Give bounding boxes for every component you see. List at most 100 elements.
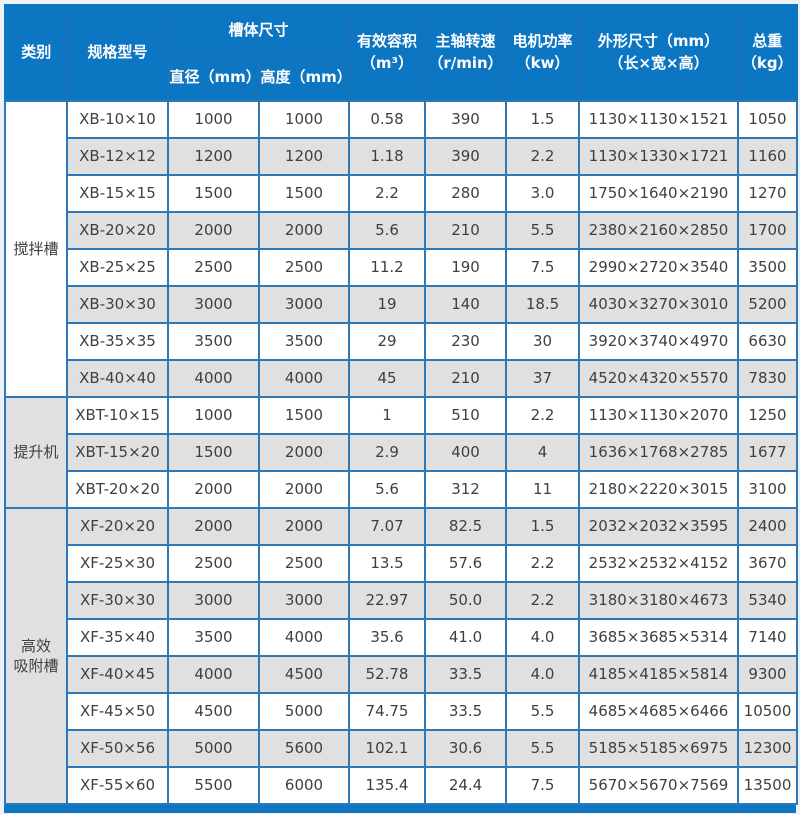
header-power: 电机功率 （kw） bbox=[505, 4, 580, 102]
header-tank-size: 槽体尺寸 bbox=[167, 4, 350, 57]
value-cell: 1636×1768×2785 bbox=[578, 433, 740, 472]
value-cell: 1500 bbox=[257, 396, 351, 435]
model-cell: XF-45×50 bbox=[66, 692, 169, 731]
value-cell: 2000 bbox=[167, 211, 260, 250]
model-cell: XF-50×56 bbox=[66, 729, 169, 768]
value-cell: 3500 bbox=[167, 618, 260, 657]
category-cell: 提升机 bbox=[4, 396, 68, 509]
value-cell: 1.5 bbox=[505, 507, 581, 546]
value-cell: 1130×1130×1521 bbox=[578, 100, 740, 139]
value-cell: 2500 bbox=[257, 544, 351, 583]
value-cell: 190 bbox=[424, 248, 508, 287]
value-cell: 52.78 bbox=[348, 655, 427, 694]
model-cell: XB-40×40 bbox=[66, 359, 169, 398]
value-cell: 7.5 bbox=[505, 248, 581, 287]
table-row: XB-12×12 1200 1200 1.18 390 2.2 1130×1330×1721… bbox=[5, 137, 799, 176]
table-row: 搅拌槽 XB-10×10 1000 1000 0.58 390 1.5 1130×1130×1… bbox=[4, 100, 799, 398]
category-cell: 高效 吸附槽 bbox=[4, 507, 68, 805]
value-cell: 2000 bbox=[257, 507, 351, 546]
model-cell: XB-15×15 bbox=[66, 174, 169, 213]
value-cell: 2.9 bbox=[348, 433, 427, 472]
value-cell: 3000 bbox=[167, 285, 260, 324]
table-row: XF-30×30 3000 3000 22.97 50.0 2.2 3180×3180×46… bbox=[5, 581, 799, 620]
value-cell: 35.6 bbox=[348, 618, 427, 657]
value-cell: 3500 bbox=[167, 322, 260, 361]
header-diameter: 直径（mm） bbox=[167, 55, 261, 102]
value-cell: 5.5 bbox=[505, 692, 581, 731]
header-model: 规格型号 bbox=[66, 4, 169, 102]
value-cell: 1677 bbox=[737, 433, 799, 472]
value-cell: 3670 bbox=[737, 544, 799, 583]
header-category: 类别 bbox=[4, 4, 68, 102]
table-body: 搅拌槽 XB-10×10 1000 1000 0.58 390 1.5 1130×1130×1… bbox=[4, 100, 799, 805]
value-cell: 6630 bbox=[737, 322, 799, 361]
value-cell: 2.2 bbox=[348, 174, 427, 213]
value-cell: 4030×3270×3010 bbox=[578, 285, 740, 324]
value-cell: 280 bbox=[424, 174, 508, 213]
table-header: 类别 规格型号 槽体尺寸 有效容积 （m³） 主轴转速 （r/min） 电机功率… bbox=[4, 4, 798, 102]
table-row: XB-15×15 1500 1500 2.2 280 3.0 1750×1640×2190 1… bbox=[5, 174, 799, 213]
value-cell: 312 bbox=[424, 470, 508, 509]
model-cell: XBT-15×20 bbox=[66, 433, 169, 472]
value-cell: 3500 bbox=[257, 322, 351, 361]
value-cell: 5.6 bbox=[348, 470, 427, 509]
model-cell: XF-30×30 bbox=[66, 581, 169, 620]
value-cell: 1200 bbox=[257, 137, 351, 176]
value-cell: 4000 bbox=[257, 359, 351, 398]
value-cell: 30.6 bbox=[424, 729, 508, 768]
value-cell: 19 bbox=[348, 285, 427, 324]
value-cell: 3.0 bbox=[505, 174, 581, 213]
value-cell: 30 bbox=[505, 322, 581, 361]
value-cell: 1200 bbox=[167, 137, 260, 176]
value-cell: 13500 bbox=[737, 766, 799, 805]
value-cell: 1250 bbox=[737, 396, 799, 435]
value-cell: 230 bbox=[424, 322, 508, 361]
model-cell: XF-35×40 bbox=[66, 618, 169, 657]
value-cell: 5670×5670×7569 bbox=[578, 766, 740, 805]
value-cell: 2.2 bbox=[505, 137, 581, 176]
value-cell: 5200 bbox=[737, 285, 799, 324]
value-cell: 510 bbox=[424, 396, 508, 435]
value-cell: 1700 bbox=[737, 211, 799, 250]
value-cell: 2400 bbox=[737, 507, 799, 546]
value-cell: 2380×2160×2850 bbox=[578, 211, 740, 250]
bottom-accent-bar bbox=[4, 805, 796, 813]
value-cell: 5000 bbox=[167, 729, 260, 768]
value-cell: 3685×3685×5314 bbox=[578, 618, 740, 657]
value-cell: 33.5 bbox=[424, 692, 508, 731]
table-row: XB-20×20 2000 2000 5.6 210 5.5 2380×2160×2850 1… bbox=[5, 211, 799, 250]
value-cell: 5.5 bbox=[505, 211, 581, 250]
value-cell: 1500 bbox=[167, 174, 260, 213]
value-cell: 0.58 bbox=[348, 100, 427, 139]
value-cell: 45 bbox=[348, 359, 427, 398]
value-cell: 3100 bbox=[737, 470, 799, 509]
value-cell: 2000 bbox=[167, 507, 260, 546]
value-cell: 4 bbox=[505, 433, 581, 472]
value-cell: 2180×2220×3015 bbox=[578, 470, 740, 509]
table-row: XF-40×45 4000 4500 52.78 33.5 4.0 4185×4185×58… bbox=[5, 655, 799, 694]
value-cell: 1.5 bbox=[505, 100, 581, 139]
value-cell: 140 bbox=[424, 285, 508, 324]
value-cell: 2990×2720×3540 bbox=[578, 248, 740, 287]
value-cell: 2500 bbox=[257, 248, 351, 287]
table-row: XB-35×35 3500 3500 29 230 30 3920×3740×4970 663… bbox=[5, 322, 799, 361]
value-cell: 13.5 bbox=[348, 544, 427, 583]
value-cell: 1750×1640×2190 bbox=[578, 174, 740, 213]
header-speed: 主轴转速 （r/min） bbox=[424, 4, 507, 102]
value-cell: 390 bbox=[424, 100, 508, 139]
value-cell: 82.5 bbox=[424, 507, 508, 546]
value-cell: 50.0 bbox=[424, 581, 508, 620]
model-cell: XF-40×45 bbox=[66, 655, 169, 694]
value-cell: 1500 bbox=[257, 174, 351, 213]
value-cell: 7.07 bbox=[348, 507, 427, 546]
value-cell: 1270 bbox=[737, 174, 799, 213]
model-cell: XB-10×10 bbox=[66, 100, 169, 139]
value-cell: 74.75 bbox=[348, 692, 427, 731]
table-row: XBT-15×20 1500 2000 2.9 400 4 1636×1768×2785 16… bbox=[5, 433, 799, 472]
value-cell: 400 bbox=[424, 433, 508, 472]
value-cell: 7140 bbox=[737, 618, 799, 657]
value-cell: 5500 bbox=[167, 766, 260, 805]
value-cell: 3000 bbox=[257, 285, 351, 324]
model-cell: XF-55×60 bbox=[66, 766, 169, 805]
value-cell: 3500 bbox=[737, 248, 799, 287]
